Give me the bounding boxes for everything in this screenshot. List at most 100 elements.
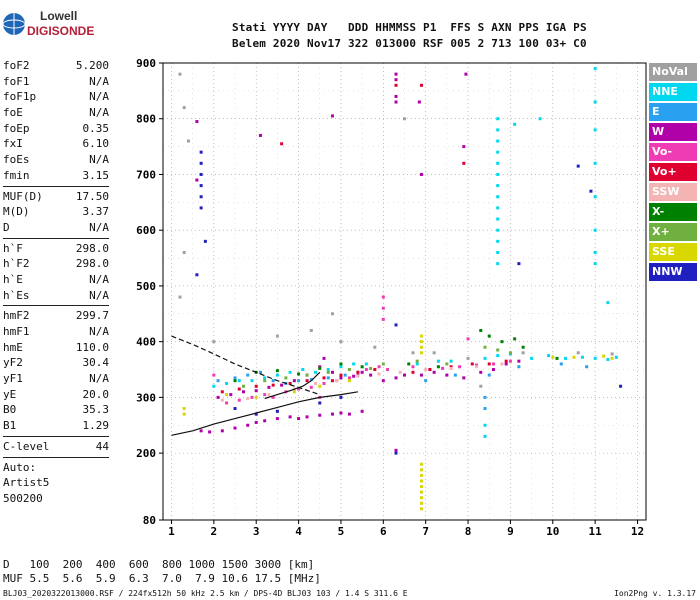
y-tick-label: 400 [136,336,156,349]
point-sse [347,379,351,383]
point-w [220,429,224,433]
param-name: fmin [3,168,30,182]
point-nne [263,376,267,380]
point-x- [326,370,330,374]
point-ssw [267,393,271,397]
param-row: h`Es N/A [3,288,109,304]
point-sse [419,334,423,338]
point-sse [551,355,555,359]
muf-label: MUF [3,572,23,585]
x-tick-label: 10 [546,525,559,538]
point-vo- [377,365,381,369]
point-w [233,426,237,430]
point-nnw [199,172,203,176]
point-sse [182,412,186,416]
point-nne [496,250,500,254]
y-tick-label: 700 [136,168,156,181]
param-value: 298.0 [75,241,109,255]
parameter-panel: foF2 5.200 foF1 N/A foF1p N/A foE N/A foEp 0.35 fx… [3,58,109,507]
point-nne [483,434,487,438]
param-name: h`F2 [3,257,30,271]
point-nne [496,150,500,154]
point-w [352,374,356,378]
point-w [394,448,398,452]
legend-item-vo-: Vo+ [649,163,697,181]
point-nne [496,172,500,176]
legend-item-nne: NNE [649,83,697,101]
legend-item-nnw: NNW [649,263,697,281]
source-info: BLJ03_2020322013000.RSF / 224fx512h 50 k… [3,589,408,598]
point-w [339,376,343,380]
param-row: hmE 110.0 [3,340,109,356]
point-x- [479,329,483,333]
param-row: h`F2 298.0 [3,256,109,272]
point-x- [496,348,500,352]
param-name: h`Es [3,288,30,302]
param-value: 44 [95,439,109,453]
point-nne [225,381,229,385]
point-nne [314,370,318,374]
point-vo- [237,398,241,402]
point-noval [339,340,343,344]
point-nne [593,228,597,232]
param-row: D N/A [3,220,109,236]
param-row: fmin 3.15 [3,168,109,184]
point-nne [496,195,500,199]
point-x- [360,365,364,369]
point-ssw [246,397,250,401]
param-name: foEp [3,121,30,135]
point-vo- [309,385,313,389]
param-value: N/A [89,325,109,338]
point-nne [593,262,597,266]
param-value: N/A [89,90,109,104]
point-noval [403,117,406,121]
point-nne [496,117,500,121]
param-name: C-level [3,439,50,453]
point-w [246,423,250,427]
point-x- [508,351,512,355]
muf-row: MUF 5.5 5.6 5.9 6.3 7.0 7.9 10.6 17.5 [M… [3,572,321,585]
point-noval [186,139,190,143]
point-noval [521,351,525,355]
point-x- [500,340,504,344]
param-row: M(D) 3.37 [3,204,109,220]
point-x- [407,362,411,366]
data-points [178,67,623,511]
param-row: foEs N/A [3,152,109,168]
point-noval [178,295,182,299]
point-w [330,114,334,118]
point-nne [237,379,241,383]
point-noval [466,356,470,360]
point-ssw [356,374,360,378]
point-vo- [386,368,390,372]
point-noval [479,384,483,388]
point-sse [225,393,229,397]
point-vo- [381,295,385,299]
legend-item-noval: NoVal [649,63,697,81]
point-w [254,389,258,393]
point-e [271,379,275,383]
point-vo- [373,368,377,372]
point-w [195,178,199,182]
param-value: 3.15 [82,168,110,182]
param-separator [3,305,109,307]
point-ssw [449,366,453,370]
point-nne [593,100,597,104]
point-w [242,390,245,394]
point-w [394,78,398,82]
point-vo- [305,379,309,383]
param-row: B1 1.29 [3,418,109,434]
point-vo- [475,363,479,367]
point-x- [318,366,322,370]
param-value: 3.37 [82,205,110,219]
point-x- [381,362,385,366]
point-sse [419,462,423,466]
param-row: C-level 44 [3,439,109,455]
param-name: M(D) [3,205,30,219]
param-name: B0 [3,403,17,417]
point-vo- [441,366,445,370]
point-nne [538,117,542,121]
param-row: fxI 6.10 [3,136,109,152]
point-ssw [220,398,224,402]
param-row: foE N/A [3,105,109,121]
